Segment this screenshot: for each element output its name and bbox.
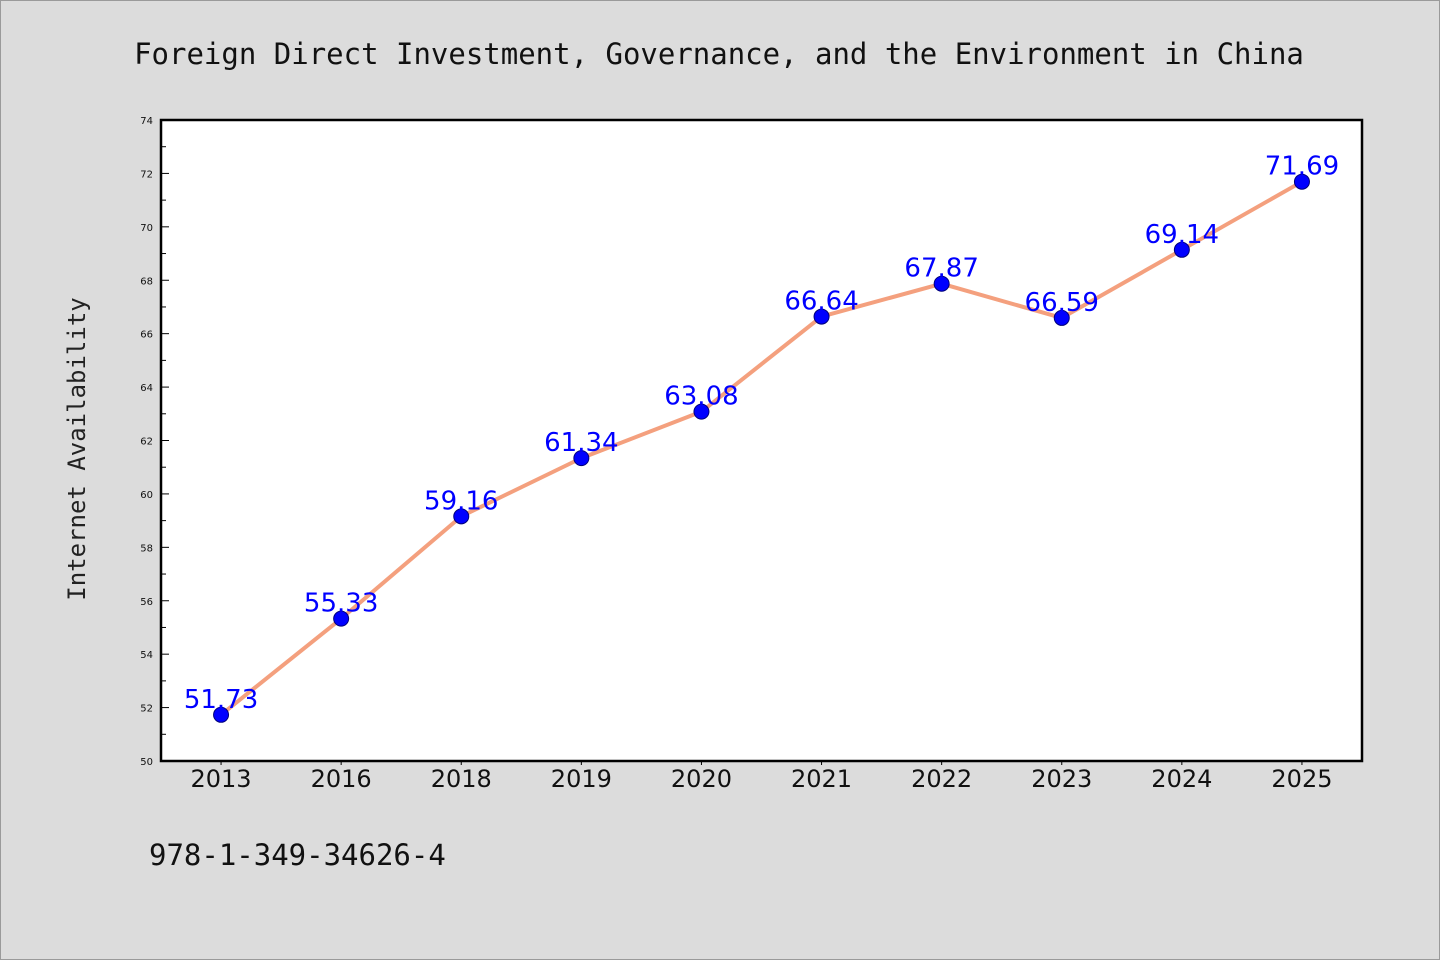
x-tick-label: 2025	[1271, 765, 1332, 793]
chart-title: Foreign Direct Investment, Governance, a…	[134, 37, 1304, 71]
data-point-marker	[573, 450, 590, 467]
isbn-text: 978-1-349-34626-4	[149, 838, 446, 872]
plot-area	[161, 120, 1362, 761]
data-label: 71.69	[1265, 152, 1339, 182]
data-point-marker	[813, 308, 830, 325]
y-tick-label: 50	[140, 757, 153, 768]
data-point-marker	[693, 403, 710, 420]
y-tick-label: 60	[140, 490, 153, 501]
y-tick-label: 62	[140, 437, 153, 448]
y-tick-label: 64	[140, 383, 153, 394]
data-label: 51.73	[184, 685, 258, 715]
x-tick-label: 2020	[671, 765, 732, 793]
data-point-marker	[333, 610, 350, 627]
x-tick-label: 2023	[1031, 765, 1092, 793]
y-tick-label: 56	[140, 597, 153, 608]
marker-group	[213, 173, 1310, 723]
data-label: 69.14	[1145, 220, 1219, 250]
plot-frame	[159, 118, 1364, 763]
x-tick-label: 2022	[911, 765, 972, 793]
data-label: 66.59	[1025, 288, 1099, 318]
y-tick-label: 68	[140, 276, 153, 287]
data-label: 61.34	[544, 428, 618, 458]
x-tick-label: 2019	[551, 765, 612, 793]
data-label: 59.16	[424, 486, 498, 516]
y-tick-label: 52	[140, 704, 153, 715]
y-tick-label: 58	[140, 543, 153, 554]
data-label: 63.08	[664, 382, 738, 412]
series-line-group	[219, 179, 1304, 717]
x-tick-label: 2016	[311, 765, 372, 793]
y-axis-ticks: 50 52 54 56 58 60 62 64 66 68 70 72 74	[140, 116, 169, 768]
y-tick-label: 54	[140, 650, 153, 661]
data-point-marker	[453, 508, 470, 525]
data-point-marker	[933, 275, 950, 292]
data-point-marker	[1053, 309, 1070, 326]
y-axis-label: Internet Availability	[63, 297, 91, 600]
x-tick-label: 2013	[191, 765, 252, 793]
data-label-group: 51.73 55.33 59.16 61.34 63.08 66.64 67.87 66.59…	[184, 152, 1339, 715]
data-point-marker	[1293, 173, 1310, 190]
data-label: 55.33	[304, 589, 378, 619]
data-label: 66.64	[784, 287, 858, 317]
x-tick-label: 2021	[791, 765, 852, 793]
data-point-marker	[1173, 241, 1190, 258]
x-axis-ticks: 2013 2016 2018 2019 2020 2021 2022 2023 2024 2025	[191, 761, 1332, 793]
x-tick-label: 2024	[1151, 765, 1212, 793]
y-tick-label: 74	[140, 116, 153, 127]
x-tick-label: 2018	[431, 765, 492, 793]
y-tick-label: 72	[140, 169, 153, 180]
y-tick-label: 66	[140, 330, 153, 341]
series-line	[219, 179, 1304, 717]
data-point-marker	[213, 706, 230, 723]
data-label: 67.87	[904, 254, 978, 284]
y-tick-label: 70	[140, 223, 153, 234]
